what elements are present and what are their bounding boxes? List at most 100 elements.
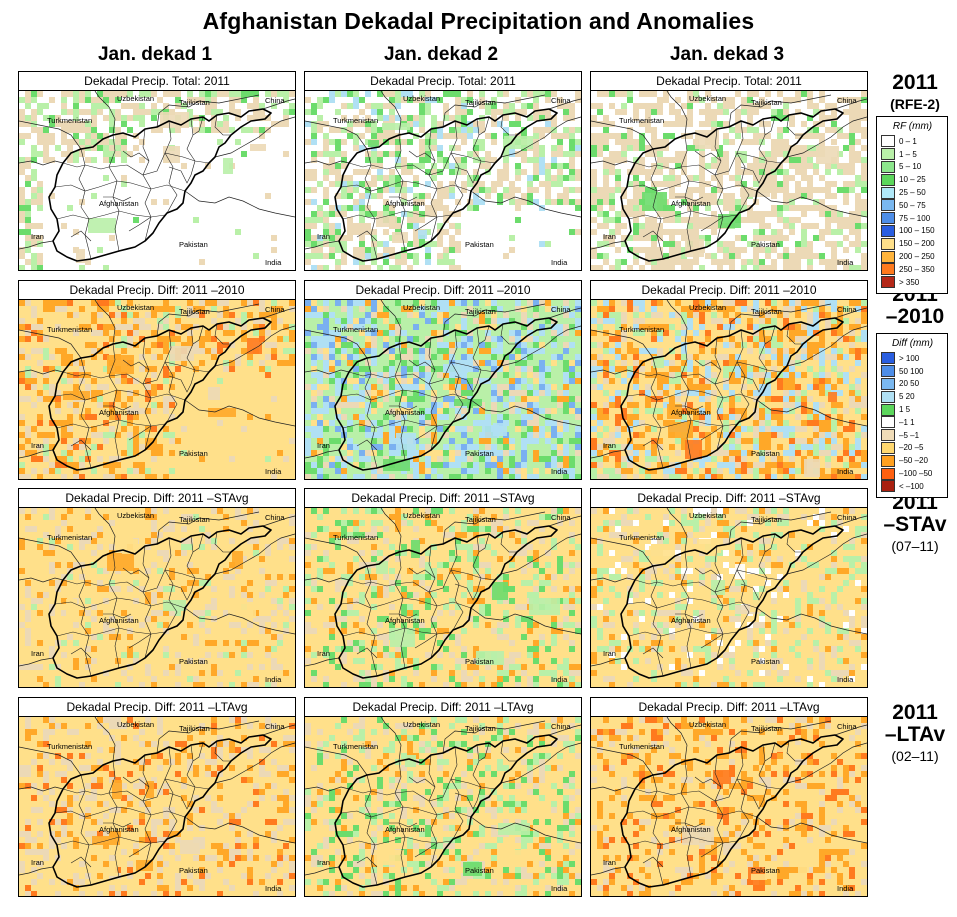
- map-label-india: India: [837, 884, 854, 893]
- legend-swatch: [881, 135, 895, 148]
- legend-label: > 350: [899, 277, 920, 287]
- row-label-compare: –LTAv: [884, 723, 946, 746]
- legend-swatch: [881, 403, 895, 416]
- map-label-tajikistan: Tajikistan: [179, 307, 210, 316]
- map-label-turkmenistan: Turkmenistan: [333, 742, 379, 751]
- map-label-india: India: [551, 675, 568, 684]
- legend-label: –50 –20: [899, 456, 928, 466]
- map-label-iran: Iran: [31, 649, 44, 658]
- map-label-uzbekistan: Uzbekistan: [689, 720, 727, 729]
- map-label-uzbekistan: Uzbekistan: [403, 94, 441, 103]
- rainfall-legend-title: RF (mm): [892, 121, 933, 132]
- map-label-tajikistan: Tajikistan: [465, 307, 496, 316]
- map-canvas: [305, 90, 581, 270]
- map-panel-row2-col2: Dekadal Precip. Diff: 2011 –2010 Uzbekist…: [304, 280, 582, 480]
- legend-label: 1 5: [899, 405, 911, 415]
- legend-swatch: [881, 250, 895, 263]
- column-header-dekad-3: Jan. dekad 3: [669, 44, 785, 65]
- row-label-compare: –STAv: [883, 513, 947, 536]
- map-label-afghanistan: Afghanistan: [385, 825, 425, 834]
- map-label-pakistan: Pakistan: [179, 866, 208, 875]
- map-label-uzbekistan: Uzbekistan: [689, 94, 727, 103]
- rainfall-legend-item: 200 – 250: [881, 250, 944, 263]
- map-label-uzbekistan: Uzbekistan: [117, 720, 155, 729]
- precipitation-map: [305, 507, 581, 687]
- map-label-india: India: [265, 467, 282, 476]
- legend-swatch: [881, 480, 895, 493]
- map-canvas: [305, 716, 581, 896]
- legend-label: 150 – 200: [899, 239, 935, 249]
- legend-swatch: [881, 263, 895, 276]
- legend-swatch: [881, 224, 895, 237]
- legend-label: 75 – 100: [899, 213, 931, 223]
- map-label-india: India: [265, 675, 282, 684]
- legend-swatch: [881, 377, 895, 390]
- rainfall-legend-item: 1 – 5: [881, 148, 944, 161]
- map-label-pakistan: Pakistan: [465, 240, 494, 249]
- map-label-uzbekistan: Uzbekistan: [689, 303, 727, 312]
- map-label-afghanistan: Afghanistan: [99, 408, 139, 417]
- map-label-afghanistan: Afghanistan: [671, 408, 711, 417]
- legend-swatch: [881, 148, 895, 161]
- map-label-india: India: [551, 467, 568, 476]
- map-panel-row3-col2: Dekadal Precip. Diff: 2011 –STAvg Uzbekis…: [304, 488, 582, 688]
- map-label-iran: Iran: [603, 441, 616, 450]
- rainfall-legend-item: 250 – 350: [881, 263, 944, 276]
- map-label-tajikistan: Tajikistan: [465, 724, 496, 733]
- map-canvas: [305, 299, 581, 479]
- precipitation-map: [591, 507, 867, 687]
- map-label-uzbekistan: Uzbekistan: [403, 511, 441, 520]
- map-label-iran: Iran: [317, 441, 330, 450]
- panel-title: Dekadal Precip. Diff: 2011 –2010: [305, 281, 581, 300]
- legend-swatch: [881, 212, 895, 225]
- row-label-compare: –2010: [885, 305, 945, 328]
- rainfall-legend-item: 50 – 75: [881, 199, 944, 212]
- map-label-turkmenistan: Turkmenistan: [333, 116, 379, 125]
- map-label-afghanistan: Afghanistan: [385, 408, 425, 417]
- precipitation-map: [591, 716, 867, 896]
- map-label-china: China: [551, 96, 571, 105]
- legend-swatch: [881, 199, 895, 212]
- row-label-year: 2011: [892, 71, 938, 94]
- map-label-uzbekistan: Uzbekistan: [117, 511, 155, 520]
- column-header-dekad-2: Jan. dekad 2: [383, 44, 499, 65]
- map-panel-row2-col1: Dekadal Precip. Diff: 2011 –2010 Uzbekist…: [18, 280, 296, 480]
- map-label-turkmenistan: Turkmenistan: [47, 533, 93, 542]
- difference-legend-item: 50 100: [881, 365, 944, 378]
- map-label-pakistan: Pakistan: [751, 240, 780, 249]
- figure-title: Afghanistan Dekadal Precipitation and An…: [202, 8, 755, 34]
- map-canvas: [591, 716, 867, 896]
- legend-label: 250 – 350: [899, 264, 935, 274]
- row-label-source: (RFE-2): [890, 96, 940, 112]
- legend-swatch: [881, 467, 895, 480]
- row-label-total: 2011 (RFE-2): [880, 71, 950, 113]
- map-panel-row4-col1: Dekadal Precip. Diff: 2011 –LTAvg Uzbekis…: [18, 697, 296, 897]
- map-label-turkmenistan: Turkmenistan: [47, 116, 93, 125]
- difference-legend-title: Diff (mm): [891, 338, 934, 349]
- rainfall-legend-item: 100 – 150: [881, 224, 944, 238]
- map-label-china: China: [551, 722, 571, 731]
- map-label-uzbekistan: Uzbekistan: [403, 303, 441, 312]
- map-label-iran: Iran: [317, 649, 330, 658]
- map-panel-row4-col3: Dekadal Precip. Diff: 2011 –LTAvg Uzbekis…: [590, 697, 868, 897]
- map-canvas: [19, 716, 295, 896]
- map-label-india: India: [837, 675, 854, 684]
- rainfall-legend-item: 10 – 25: [881, 173, 944, 186]
- map-label-iran: Iran: [31, 858, 44, 867]
- map-label-afghanistan: Afghanistan: [671, 616, 711, 625]
- difference-legend-item: –5 –1: [881, 429, 944, 442]
- map-label-tajikistan: Tajikistan: [179, 724, 210, 733]
- map-label-pakistan: Pakistan: [465, 449, 494, 458]
- difference-legend-item: –50 –20: [881, 454, 944, 467]
- map-label-china: China: [265, 513, 285, 522]
- map-panel-row3-col1: Dekadal Precip. Diff: 2011 –STAvg Uzbekis…: [18, 488, 296, 688]
- map-label-tajikistan: Tajikistan: [751, 307, 782, 316]
- map-label-china: China: [551, 513, 571, 522]
- map-canvas: [591, 507, 867, 687]
- map-label-turkmenistan: Turkmenistan: [47, 742, 93, 751]
- legend-swatch: [881, 173, 895, 186]
- legend-label: 200 – 250: [899, 252, 935, 262]
- difference-legend-item: < –100: [881, 480, 944, 493]
- precipitation-map: [19, 507, 295, 687]
- map-panel-row1-col3: Dekadal Precip. Total: 2011 Uzbekistan Taj…: [590, 71, 868, 271]
